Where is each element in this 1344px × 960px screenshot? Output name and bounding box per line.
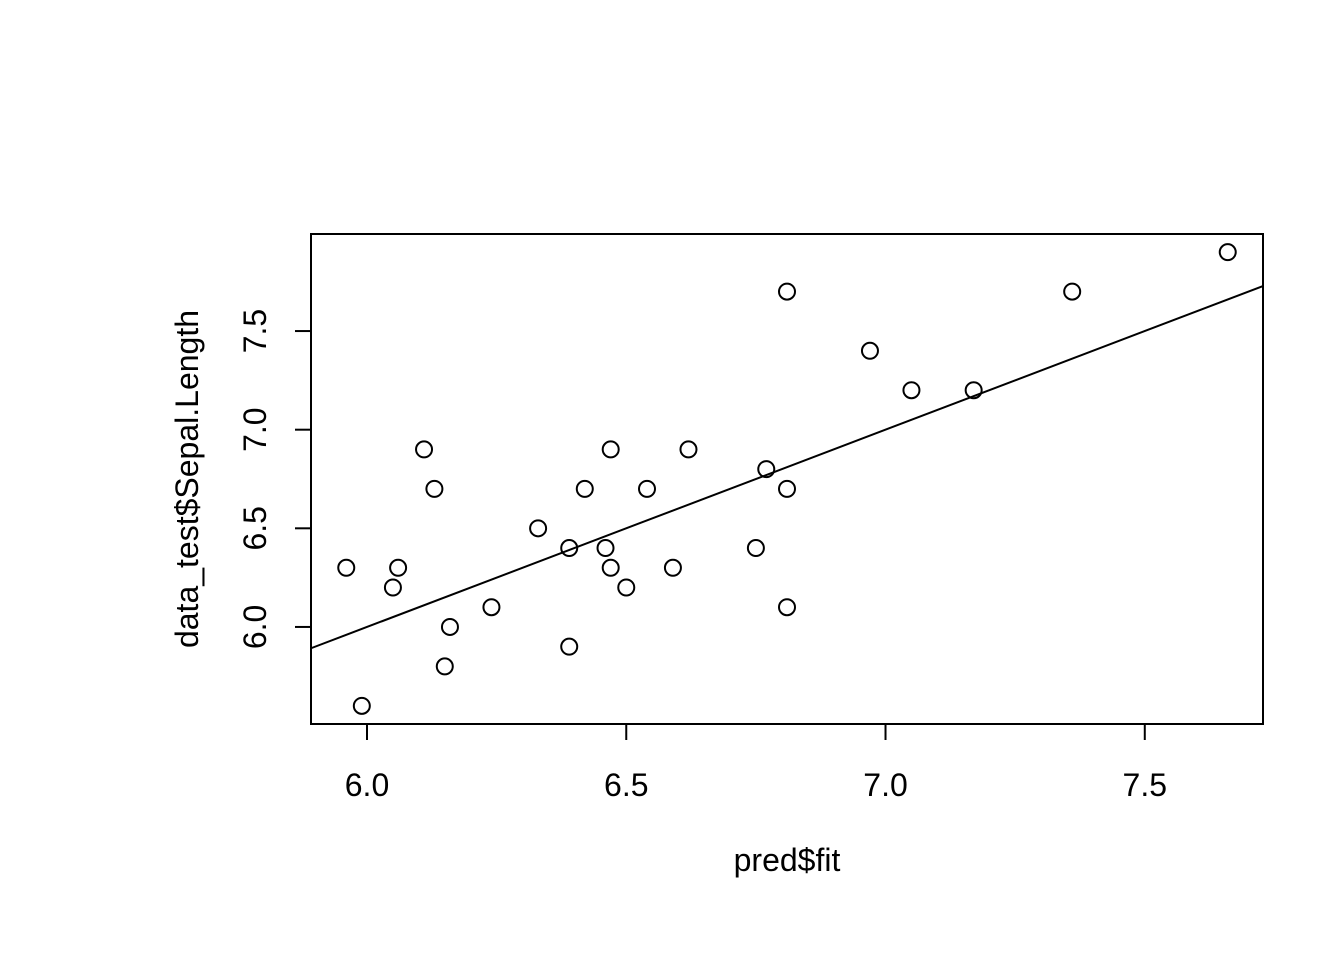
data-point (663, 558, 682, 577)
data-point (435, 657, 454, 676)
y-tick-label: 6.0 (237, 605, 273, 649)
data-point (1063, 282, 1082, 301)
data-point (757, 460, 776, 479)
data-point (337, 558, 356, 577)
y-axis-label: data_test$Sepal.Length (169, 310, 205, 648)
x-axis-ticks: 6.0 6.5 7.0 7.5 (345, 725, 1167, 803)
data-point (778, 282, 796, 301)
data-point (860, 341, 879, 360)
plot-panel-border (310, 233, 1264, 725)
data-point (617, 578, 636, 597)
data-point (415, 440, 434, 459)
data-point (529, 519, 548, 538)
data-point (964, 381, 983, 400)
data-point (482, 598, 501, 617)
data-point (746, 539, 765, 558)
data-point (389, 558, 408, 577)
y-axis-ticks: 6.0 6.5 7.0 7.5 (237, 309, 310, 649)
data-point (778, 479, 796, 498)
x-tick-label: 6.0 (345, 767, 389, 803)
y-tick-label: 6.5 (237, 506, 273, 550)
data-point (679, 440, 698, 459)
data-point (575, 479, 594, 498)
data-point (1218, 243, 1237, 262)
data-point (383, 578, 402, 597)
data-point (425, 479, 444, 498)
data-point (352, 696, 371, 715)
data-point (601, 440, 620, 459)
data-point (560, 637, 579, 656)
data-point (778, 598, 796, 617)
fit-line (310, 285, 1264, 650)
data-point (638, 479, 656, 498)
x-tick-label: 7.0 (863, 767, 907, 803)
data-point (902, 381, 921, 400)
data-point (560, 539, 579, 558)
data-point (601, 558, 620, 577)
x-tick-label: 7.5 (1123, 767, 1167, 803)
y-tick-label: 7.0 (237, 407, 273, 451)
y-tick-label: 7.5 (237, 309, 273, 353)
x-tick-label: 6.5 (604, 767, 648, 803)
data-points (337, 243, 1237, 715)
x-axis-label: pred$fit (734, 842, 841, 878)
data-point (596, 539, 615, 558)
data-point (440, 617, 459, 636)
